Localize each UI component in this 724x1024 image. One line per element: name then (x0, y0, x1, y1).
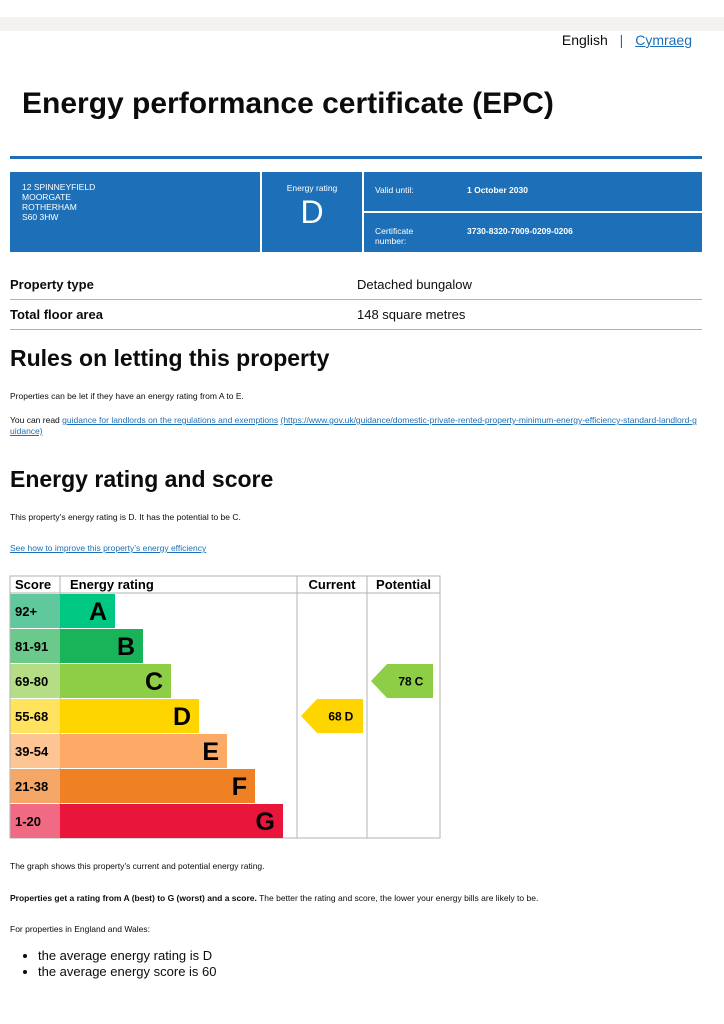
score-range: 69-80 (15, 674, 48, 689)
score-range: 81-91 (15, 639, 48, 654)
divider (362, 172, 364, 252)
rating: D (300, 194, 324, 230)
address-line: S60 3HW (22, 212, 59, 222)
cert-value: 3730-8320-7009-0209-0206 (467, 226, 573, 236)
band-letter: E (202, 738, 219, 766)
score-cell (10, 734, 60, 768)
rating-label: Energy rating (286, 183, 338, 193)
page-title: Energy performance certificate (EPC) (22, 87, 554, 120)
address-line: 12 SPINNEYFIELD (22, 182, 96, 192)
valid-value: 1 October 2030 (467, 185, 528, 195)
row-line (10, 299, 702, 300)
cert-label: Certificate number: (375, 226, 414, 246)
band-bar (60, 734, 227, 768)
paragraph: This property’s energy rating is D. It h… (10, 512, 241, 522)
band-bar (60, 594, 115, 628)
language-switch: English | Cymraeg (562, 32, 692, 48)
link[interactable]: See how to improve this property’s energ… (10, 543, 207, 553)
rating-arrow (301, 699, 363, 733)
detail-label: Total floor area (10, 307, 103, 322)
column-header: Score (15, 577, 51, 592)
score-cell (10, 769, 60, 803)
band-letter: B (117, 633, 135, 661)
score-range: 21-38 (15, 779, 48, 794)
text: You can read (10, 415, 60, 425)
arrow-score: 78 (398, 675, 412, 689)
rule (10, 156, 702, 159)
address-line: ROTHERHAM (22, 202, 77, 212)
arrow-score: 68 (328, 710, 342, 724)
band-letter: C (145, 668, 163, 696)
lang-sep: | (619, 32, 624, 48)
score-cell (10, 594, 60, 628)
column-header: Current (309, 577, 357, 592)
detail-label: Property type (10, 277, 94, 292)
arrow-letter: D (345, 710, 354, 724)
band-letter: F (232, 773, 247, 801)
row-line (10, 329, 702, 330)
paragraph: The graph shows this property’s current … (10, 861, 265, 871)
score-cell (10, 664, 60, 698)
score-cell (10, 699, 60, 733)
paragraph: Properties can be let if they have an en… (10, 391, 244, 401)
paragraph: For properties in England and Wales: (10, 924, 151, 934)
heading: Energy rating and score (10, 466, 274, 492)
score-range: 1-20 (15, 814, 41, 829)
divider (260, 172, 262, 252)
address: 12 SPINNEYFIELD MOORGATE ROTHERHAM S60 3… (22, 182, 95, 222)
band-bar (60, 804, 283, 838)
column-header: Energy rating (70, 577, 154, 592)
score-cell (10, 629, 60, 663)
paragraph: You can read guidance for landlords on t… (10, 415, 700, 437)
band-letter: G (256, 808, 275, 836)
text: The better the rating and score, the low… (259, 893, 539, 903)
bullet: the average energy rating is D (38, 948, 217, 964)
detail-value: 148 square metres (357, 307, 466, 322)
column-header: Potential (376, 577, 431, 592)
valid-label: Valid until: (375, 185, 414, 195)
score-range: 39-54 (15, 744, 49, 759)
arrow-letter: C (415, 675, 424, 689)
score-range: 92+ (15, 604, 37, 619)
bold-text: Properties get a rating from A (best) to… (10, 893, 257, 903)
lang-link[interactable]: Cymraeg (635, 32, 692, 48)
score-range: 55-68 (15, 709, 48, 724)
score-cell (10, 804, 60, 838)
detail-value: Detached bungalow (357, 277, 472, 292)
summary-box: 12 SPINNEYFIELD MOORGATE ROTHERHAM S60 3… (10, 172, 702, 252)
link-url[interactable]: (https://www.gov.uk/guidance/domestic-pr… (10, 415, 697, 436)
link[interactable]: guidance for landlords on the regulation… (62, 415, 279, 425)
band-letter: A (89, 598, 107, 626)
heading: Rules on letting this property (10, 345, 330, 371)
paragraph: Properties get a rating from A (best) to… (10, 893, 538, 903)
lang-current: English (561, 32, 608, 48)
address-line: MOORGATE (22, 192, 71, 202)
band-bar (60, 699, 199, 733)
band-bar (60, 629, 143, 663)
bullet: the average energy score is 60 (38, 964, 217, 980)
band-letter: D (173, 703, 191, 731)
band-bar (60, 769, 255, 803)
rating-arrow (371, 664, 433, 698)
bullet-list: the average energy rating is D the avera… (0, 948, 217, 980)
rating-graph: Score Energy rating Current Potential 92+ A 81… (9, 575, 441, 839)
divider (364, 211, 702, 213)
top-bar (0, 17, 724, 31)
band-bar (60, 664, 171, 698)
